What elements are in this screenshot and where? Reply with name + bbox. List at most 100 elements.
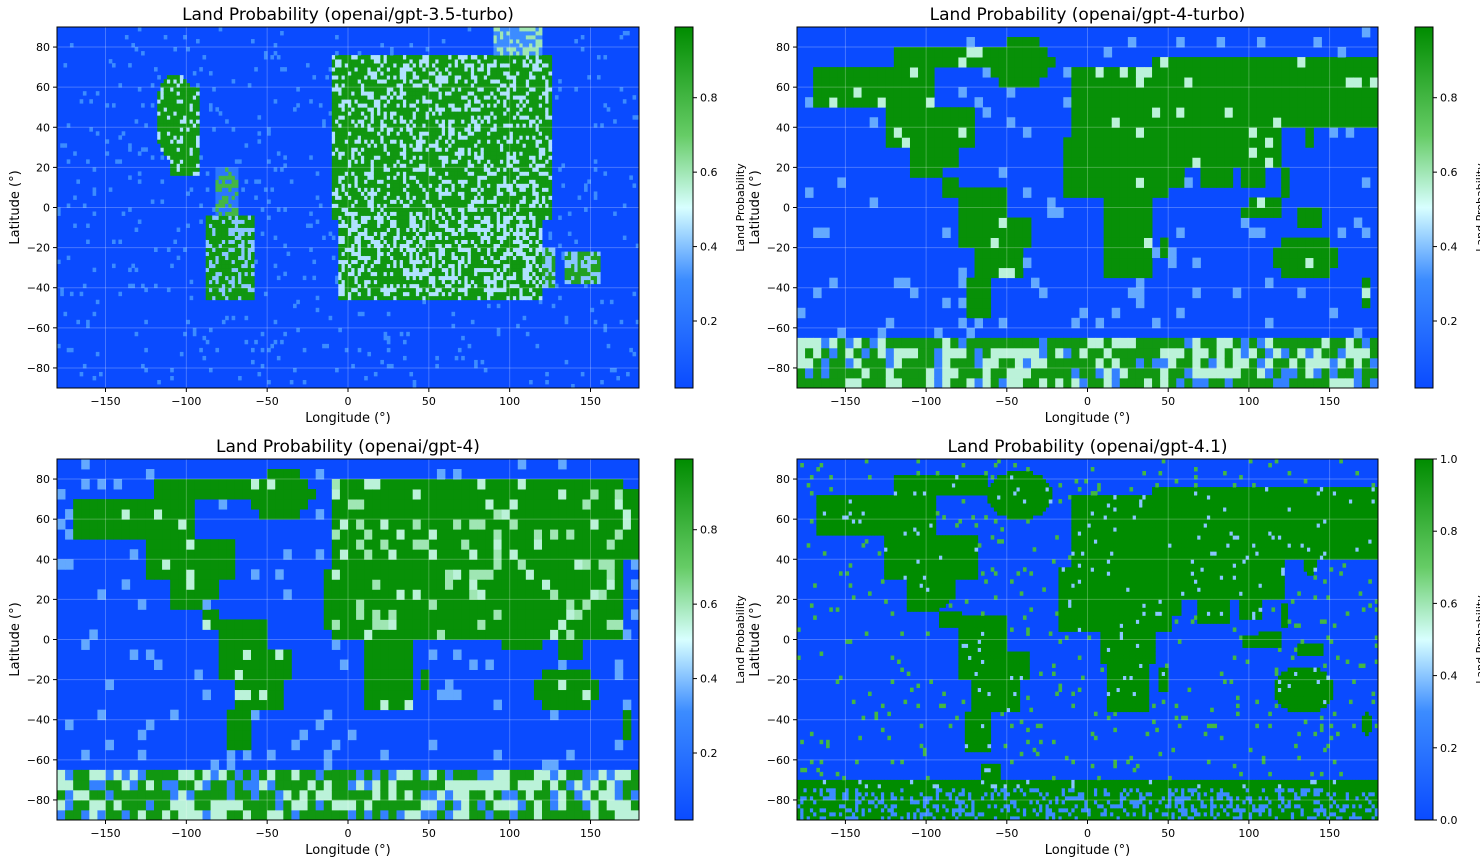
heatmap-cell: [141, 103, 145, 108]
heatmap-cell: [406, 87, 410, 92]
heatmap-cell: [406, 267, 410, 273]
heatmap-cell: [393, 71, 397, 76]
heatmap-cell: [318, 103, 323, 108]
heatmap-cell: [522, 211, 527, 216]
heatmap-cell: [354, 179, 359, 184]
heatmap-cell: [419, 75, 423, 80]
heatmap-cell: [496, 211, 501, 216]
heatmap-cell: [309, 223, 313, 228]
heatmap-cell: [516, 87, 520, 92]
heatmap-cell: [532, 131, 536, 136]
heatmap-cell: [419, 251, 423, 257]
heatmap-cell: [406, 291, 410, 297]
heatmap-cell: [454, 239, 459, 244]
heatmap-cell: [412, 143, 417, 148]
heatmap-cell: [402, 267, 407, 273]
heatmap-cell: [377, 95, 381, 100]
heatmap-cell: [451, 119, 456, 124]
heatmap-cell: [189, 135, 194, 140]
heatmap-cell: [499, 163, 504, 168]
heatmap-cell: [344, 147, 349, 152]
heatmap-cell: [519, 267, 523, 273]
heatmap-cell: [422, 279, 426, 285]
heatmap-cell: [357, 79, 362, 84]
heatmap-cell: [341, 107, 346, 112]
heatmap-cell: [464, 163, 469, 168]
heatmap-cell: [373, 107, 378, 112]
heatmap-cell: [516, 31, 520, 36]
heatmap-cell: [448, 151, 452, 156]
heatmap-cell: [335, 67, 339, 72]
heatmap-cell: [519, 211, 523, 216]
heatmap-cell: [373, 199, 378, 204]
heatmap-cell: [516, 27, 520, 32]
heatmap-cell: [432, 235, 436, 240]
heatmap-cell: [499, 191, 504, 196]
heatmap-cell: [322, 343, 326, 349]
heatmap-cell: [251, 295, 255, 301]
heatmap-cell: [373, 143, 378, 148]
heatmap-cell: [483, 123, 488, 128]
heatmap-cell: [529, 159, 533, 164]
heatmap-cell: [412, 295, 417, 301]
heatmap-cell: [425, 59, 430, 64]
heatmap-cell: [467, 271, 472, 277]
heatmap-cell: [532, 115, 536, 120]
heatmap-cell: [512, 219, 517, 224]
heatmap-cell: [192, 143, 197, 148]
heatmap-cell: [490, 211, 494, 216]
heatmap-cell: [360, 175, 365, 180]
heatmap-cell: [225, 195, 229, 200]
heatmap-cell: [205, 267, 210, 273]
heatmap-cell: [519, 51, 523, 56]
heatmap-cell: [406, 71, 410, 76]
heatmap-cell: [380, 203, 384, 208]
heatmap-cell: [406, 147, 410, 152]
heatmap-cell: [176, 135, 181, 140]
heatmap-cell: [215, 167, 220, 172]
heatmap-cell: [496, 263, 501, 269]
heatmap-cell: [386, 279, 391, 285]
heatmap-cell: [412, 203, 417, 208]
heatmap-cell: [335, 179, 339, 184]
heatmap-cell: [377, 207, 381, 212]
heatmap-cell: [457, 187, 462, 192]
heatmap-cell: [487, 255, 491, 261]
heatmap-cell: [406, 155, 410, 160]
heatmap-cell: [364, 191, 368, 196]
heatmap-cell: [367, 351, 372, 357]
heatmap-cell: [160, 155, 165, 160]
heatmap-cell: [357, 283, 362, 289]
heatmap-cell: [435, 287, 439, 293]
heatmap-cell: [341, 119, 346, 124]
heatmap-cell: [383, 175, 388, 180]
heatmap-cell: [512, 87, 517, 92]
heatmap-cell: [512, 147, 517, 152]
heatmap-cell: [189, 111, 194, 116]
heatmap-cell: [454, 131, 459, 136]
heatmap-cell: [516, 291, 520, 297]
heatmap-cell: [393, 207, 397, 212]
heatmap-cell: [412, 255, 417, 261]
heatmap-cell: [535, 223, 540, 228]
heatmap-cell: [435, 55, 439, 60]
heatmap-cell: [470, 203, 475, 208]
heatmap-cell: [415, 287, 420, 293]
heatmap-cell: [535, 63, 540, 68]
heatmap-cell: [529, 187, 533, 192]
heatmap-cell: [192, 115, 197, 120]
heatmap-cell: [357, 223, 362, 228]
heatmap-cell: [506, 287, 511, 293]
heatmap-cell: [493, 243, 498, 249]
heatmap-cell: [251, 287, 255, 293]
heatmap-cell: [225, 211, 229, 216]
heatmap-cell: [532, 203, 536, 208]
heatmap-cell: [496, 95, 501, 100]
heatmap-cell: [241, 215, 245, 220]
heatmap-cell: [525, 127, 530, 132]
heatmap-cell: [451, 223, 456, 228]
heatmap-cell: [351, 227, 355, 232]
heatmap-cell: [464, 215, 469, 220]
heatmap-cell: [454, 295, 459, 301]
heatmap-cell: [234, 219, 239, 224]
